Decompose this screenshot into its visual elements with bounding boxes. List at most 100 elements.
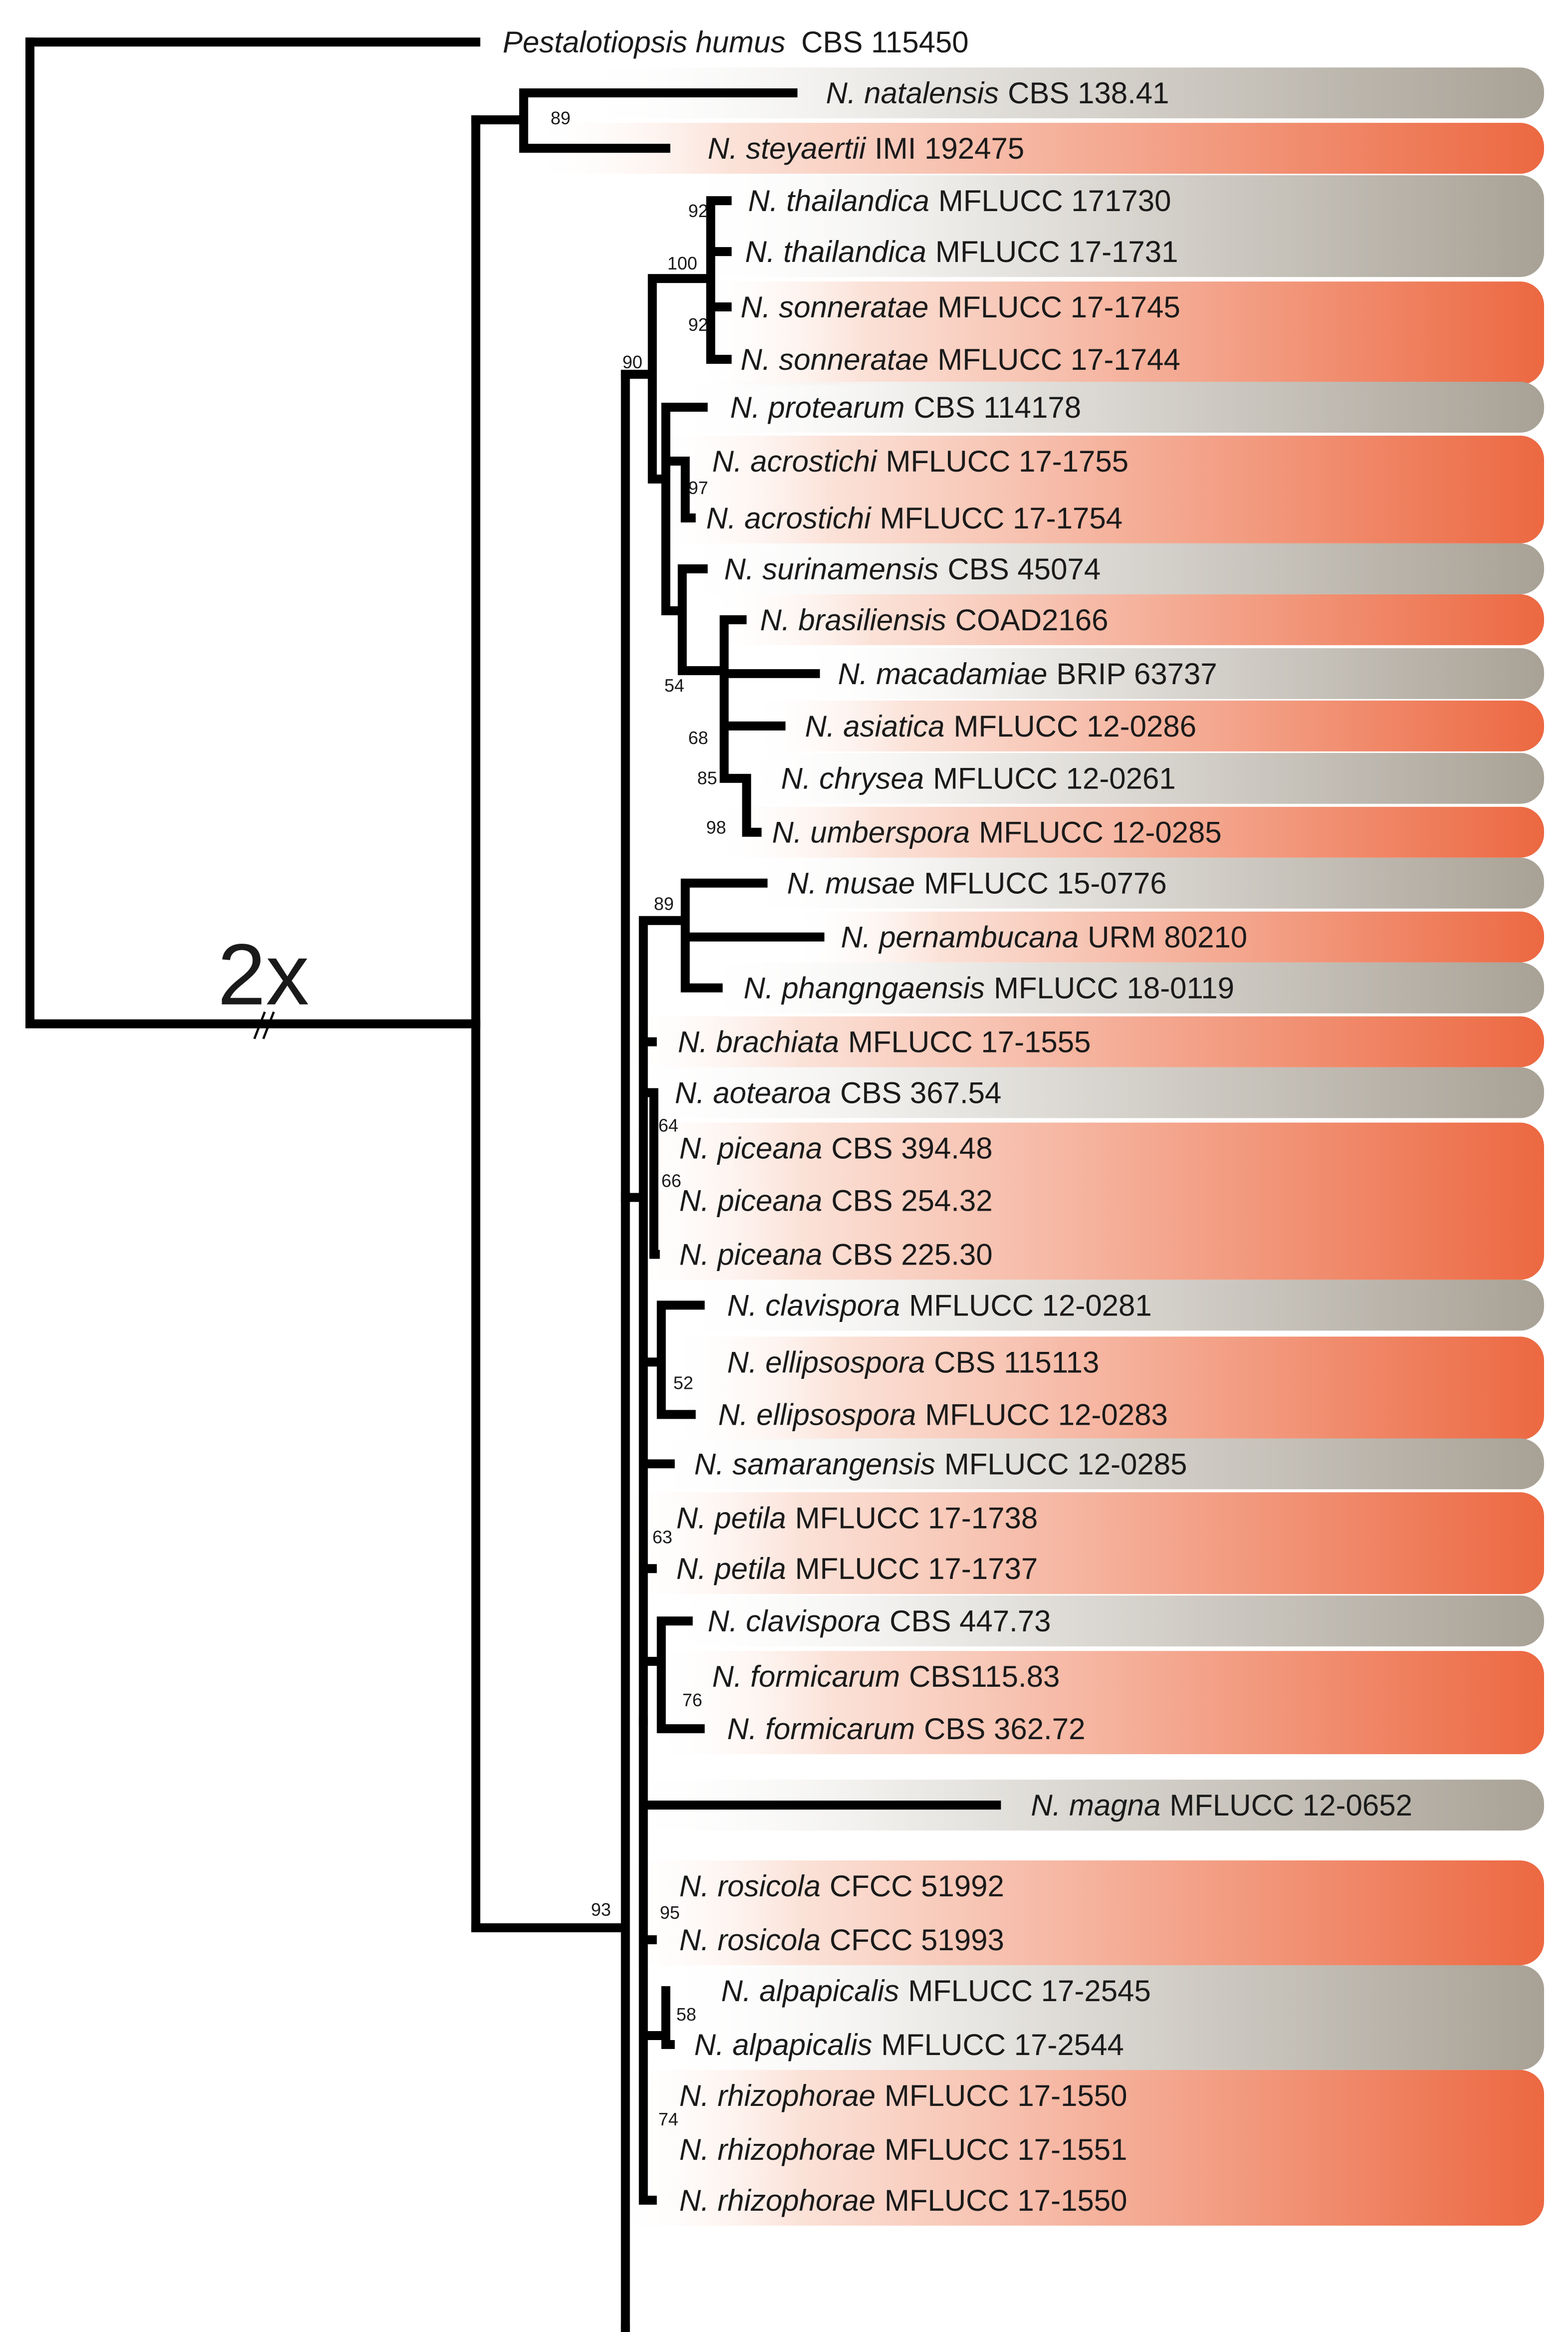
taxon-species: N. asiatica (805, 710, 944, 743)
clade-band-orange (651, 435, 1545, 543)
taxon-species: N. sonneratae (741, 343, 929, 376)
taxon-label: N. alpapicalis MFLUCC 17-2544 (694, 2028, 1124, 2062)
taxon-strain: MFLUCC 17-2545 (908, 1974, 1151, 2008)
clade-band-grey (613, 1067, 1545, 1118)
taxon-species: N. clavispora (708, 1604, 881, 1638)
taxon-strain: CBS 225.30 (831, 1238, 992, 1271)
taxon-label: N. musae MFLUCC 15-0776 (787, 867, 1166, 900)
support-value: 66 (662, 1170, 681, 1191)
taxon-strain: COAD2166 (955, 603, 1109, 637)
clade-band-grey (562, 67, 1545, 119)
taxon-species: N. steyaertii (708, 132, 867, 165)
taxon-strain: CBS 367.54 (840, 1076, 1001, 1110)
taxon-strain: MFLUCC 17-1550 (885, 2079, 1127, 2112)
magna-group (639, 1717, 1001, 2205)
clade-band-grey (651, 1965, 1545, 2070)
clade-band-orange (613, 1122, 1545, 1280)
clade-band-grey (658, 382, 1545, 433)
taxon-species: N. natalensis (826, 76, 999, 110)
support-value: 90 (623, 352, 643, 372)
clade-band-orange (703, 594, 1545, 645)
support-value: 76 (682, 1690, 702, 1710)
support-value: 97 (688, 478, 708, 498)
taxon-strain: CFCC 51992 (830, 1869, 1004, 1903)
support-value: 58 (676, 2004, 696, 2025)
outgroup-strain: CBS 115450 (801, 25, 969, 59)
taxon-strain: BRIP 63737 (1056, 657, 1217, 691)
taxon-label: N. petila MFLUCC 17-1737 (676, 1552, 1038, 1585)
taxon-species: N. chrysea (781, 762, 924, 795)
taxon-species: N. rosicola (679, 1923, 821, 1957)
scale-break: 2x (218, 926, 309, 1039)
taxon-species: N. acrostichi (706, 502, 872, 535)
support-value: 93 (591, 1899, 611, 1920)
outgroup-label: Pestalotiopsis humus CBS 115450 (503, 25, 969, 59)
taxon-label: N. ellipsospora MFLUCC 12-0283 (718, 1398, 1168, 1431)
support-value: 89 (551, 108, 571, 128)
taxon-strain: MFLUCC 17-1755 (886, 445, 1128, 478)
taxon-label: N. acrostichi MFLUCC 17-1754 (706, 502, 1123, 535)
outgroup-species: Pestalotiopsis humus (503, 25, 786, 59)
taxon-label: N. alpapicalis MFLUCC 17-2545 (721, 1974, 1151, 2008)
taxon-species: N. ellipsospora (718, 1398, 916, 1431)
clade-band-orange (613, 2070, 1545, 2226)
taxon-species: N. musae (787, 867, 915, 900)
support-value: 92 (688, 314, 708, 335)
thailandica-group (621, 196, 820, 837)
taxon-label: N. formicarum CBS 362.72 (727, 1712, 1086, 1746)
taxon-strain: CBS 138.41 (1008, 76, 1169, 110)
taxon-label: N. rhizophorae MFLUCC 17-1550 (679, 2079, 1127, 2112)
taxon-species: N. petila (676, 1501, 786, 1535)
taxon-strain: CBS 362.72 (924, 1712, 1085, 1746)
clade-band-orange (790, 911, 1545, 963)
taxon-label: N. thailandica MFLUCC 17-1731 (745, 235, 1178, 268)
clade-band-orange (651, 1651, 1545, 1755)
taxon-strain: MFLUCC 17-2544 (881, 2028, 1124, 2062)
support-value: 100 (668, 253, 697, 273)
main-clade-stem (471, 370, 630, 2332)
taxon-strain: CBS 114178 (913, 391, 1081, 424)
taxon-label: N. rosicola CFCC 51993 (679, 1923, 1004, 1957)
taxon-strain: MFLUCC 12-0261 (933, 762, 1176, 795)
taxon-labels: N. natalensis CBS 138.41 N. steyaertii IMI … (675, 76, 1412, 2217)
taxon-strain: MFLUCC 171730 (938, 184, 1171, 218)
taxon-label: N. formicarum CBS115.83 (712, 1660, 1060, 1693)
taxon-strain: MFLUCC 17-1555 (848, 1026, 1091, 1059)
support-value: 98 (706, 817, 726, 838)
taxon-strain: CBS 394.48 (831, 1132, 992, 1165)
clade-band-orange (613, 1492, 1545, 1594)
taxon-species: N. rosicola (679, 1869, 821, 1903)
support-value: 54 (665, 675, 684, 696)
taxon-label: N. phangngaensis MFLUCC 18-0119 (744, 972, 1235, 1005)
taxon-label: N. acrostichi MFLUCC 17-1755 (712, 445, 1129, 478)
taxon-species: N. clavispora (727, 1289, 900, 1322)
taxon-strain: MFLUCC 12-0652 (1169, 1789, 1412, 1822)
taxon-label: N. pernambucana URM 80210 (841, 921, 1247, 954)
taxon-species: N. pernambucana (841, 921, 1079, 954)
clade-band-orange (748, 700, 1545, 752)
clade-band-grey (636, 1438, 1545, 1490)
support-value: 68 (688, 728, 708, 748)
taxon-label: N. aotearoa CBS 367.54 (675, 1076, 1002, 1110)
taxon-species: N. formicarum (712, 1660, 900, 1693)
clade-bands (526, 67, 1545, 2226)
taxon-strain: MFLUCC 17-1731 (935, 235, 1178, 268)
taxon-species: N. alpapicalis (721, 1974, 899, 2008)
taxon-label: N. sonneratae MFLUCC 17-1745 (741, 290, 1180, 324)
support-value: 52 (673, 1372, 693, 1393)
clade-band-grey (651, 1595, 1545, 1647)
tree-branches (25, 37, 1001, 2332)
clade-band-orange (613, 1016, 1545, 1067)
root-branch (25, 37, 480, 1029)
taxon-strain: CBS 45074 (947, 552, 1101, 586)
taxon-species: N. rhizophorae (679, 2133, 876, 2166)
taxon-label: N. natalensis CBS 138.41 (826, 76, 1169, 110)
taxon-species: N. surinamensis (724, 552, 939, 586)
taxon-strain: MFLUCC 17-1738 (795, 1501, 1038, 1535)
taxon-label: N. chrysea MFLUCC 12-0261 (781, 762, 1176, 795)
taxon-label: N. steyaertii IMI 192475 (708, 132, 1025, 165)
taxon-species: N. formicarum (727, 1712, 915, 1746)
taxon-strain: MFLUCC 17-1744 (937, 343, 1180, 376)
taxon-label: N. brachiata MFLUCC 17-1555 (678, 1026, 1091, 1059)
taxon-species: N. piceana (679, 1132, 823, 1165)
